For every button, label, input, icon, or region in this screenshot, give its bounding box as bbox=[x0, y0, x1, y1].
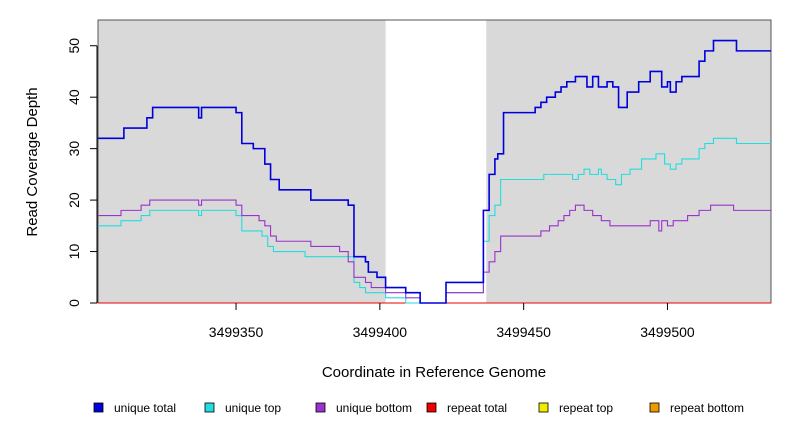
y-tick-label: 30 bbox=[66, 141, 82, 157]
x-axis: 3499350 3499400 3499450 3499500 bbox=[209, 303, 695, 340]
legend-item-unique-top: unique top bbox=[204, 401, 281, 415]
shaded-regions bbox=[98, 20, 771, 303]
y-tick-label: 0 bbox=[66, 299, 82, 307]
x-tick-label: 3499400 bbox=[353, 324, 408, 340]
legend-label: unique top bbox=[225, 401, 281, 415]
x-tick-label: 3499500 bbox=[640, 324, 695, 340]
legend-swatch bbox=[538, 402, 549, 413]
legend-label: repeat total bbox=[447, 401, 507, 415]
series-line-unique-bottom bbox=[98, 199, 771, 304]
legend-swatch bbox=[93, 402, 104, 413]
legend-item-unique-total: unique total bbox=[93, 401, 176, 415]
y-tick-label: 20 bbox=[66, 192, 82, 208]
legend-item-repeat-total: repeat total bbox=[426, 401, 507, 415]
series-lines bbox=[98, 39, 771, 304]
shaded-region-1 bbox=[98, 20, 386, 303]
series-line-unique-top bbox=[98, 137, 771, 304]
series-line-unique-total bbox=[98, 39, 771, 304]
y-tick-label: 50 bbox=[66, 38, 82, 54]
legend-item-repeat-top: repeat top bbox=[538, 401, 613, 415]
legend-swatch bbox=[315, 402, 326, 413]
y-axis: 0 10 20 30 40 50 bbox=[66, 38, 98, 307]
shaded-region-2 bbox=[486, 20, 771, 303]
legend-swatch bbox=[204, 402, 215, 413]
legend-item-unique-bottom: unique bottom bbox=[315, 401, 412, 415]
y-tick-label: 10 bbox=[66, 244, 82, 260]
legend-swatch bbox=[649, 402, 660, 413]
legend-label: repeat bottom bbox=[670, 401, 744, 415]
legend-swatch bbox=[426, 402, 437, 413]
legend-label: repeat top bbox=[559, 401, 613, 415]
y-axis-title: Read Coverage Depth bbox=[24, 87, 41, 236]
legend-item-repeat-bottom: repeat bottom bbox=[649, 401, 744, 415]
legend-label: unique total bbox=[114, 401, 176, 415]
x-tick-label: 3499350 bbox=[209, 324, 264, 340]
y-tick-label: 40 bbox=[66, 89, 82, 105]
x-tick-label: 3499450 bbox=[496, 324, 551, 340]
legend-label: unique bottom bbox=[336, 401, 412, 415]
legend: unique total unique top unique bottom repea… bbox=[93, 401, 744, 415]
x-axis-title: Coordinate in Reference Genome bbox=[322, 364, 546, 381]
